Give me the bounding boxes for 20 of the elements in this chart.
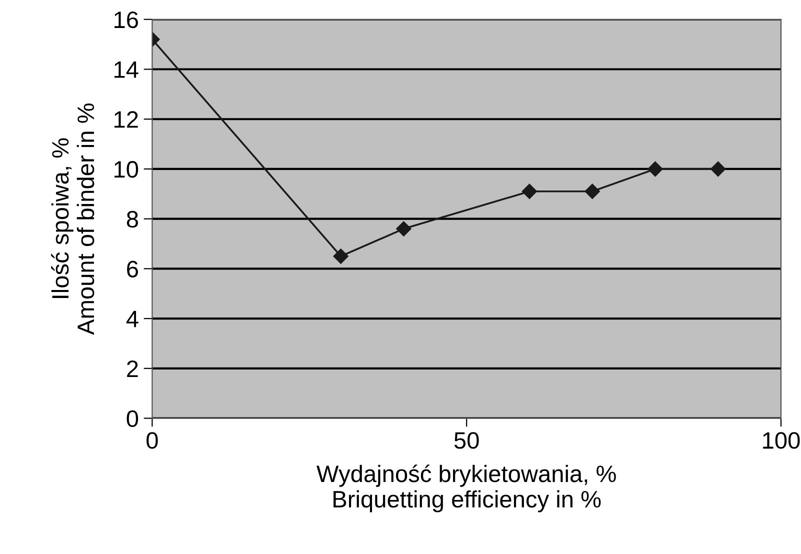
point: [333, 248, 348, 264]
x-tick-label: 0: [146, 432, 158, 449]
point: [648, 161, 663, 177]
y-tick-label: 4: [126, 310, 138, 328]
y-tick-label: 0: [126, 410, 138, 428]
x-tick-label: 100: [763, 432, 800, 449]
y-tick-label: 2: [127, 360, 138, 377]
x-tick-label: 50: [454, 432, 479, 449]
y-axis-title: Ilość spoiwa, % Amount of binder in %: [51, 104, 94, 335]
point: [396, 221, 412, 236]
y-tick-label: 14: [114, 62, 138, 78]
point: [522, 184, 538, 199]
x-axis-title: Wydajność brykietowania, % Briquetting efficiency in %: [316, 464, 616, 512]
y-tick-label: 16: [114, 11, 138, 28]
y-tick-label: 10: [114, 161, 138, 178]
point: [710, 161, 726, 177]
y-tick-label: 8: [126, 210, 138, 228]
y-tick-label: 6: [127, 260, 138, 278]
point: [584, 184, 600, 199]
y-tick-label: 12: [114, 111, 138, 128]
